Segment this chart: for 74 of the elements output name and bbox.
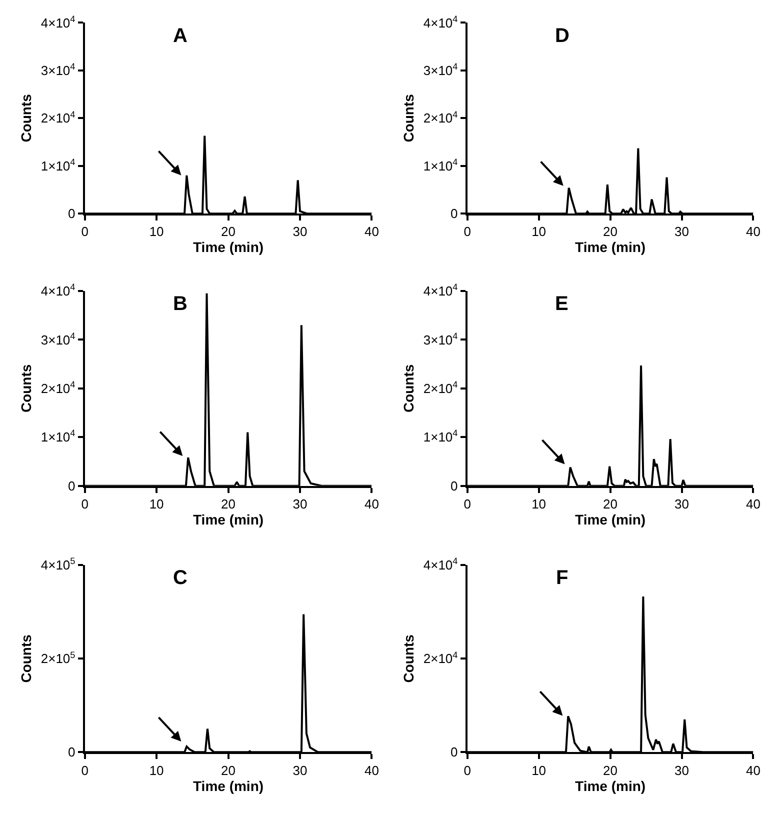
x-axis-title: Time (min)	[193, 511, 264, 528]
x-tick-label: 30	[292, 496, 308, 512]
y-tick-label: 1×10$^{4}$	[40, 428, 76, 445]
chart-title: F	[556, 567, 568, 589]
x-tick-label: 20	[603, 496, 618, 512]
x-tick-label: 20	[221, 762, 236, 778]
y-tick-label: 0	[68, 206, 76, 222]
y-tick-label: 4×10$^{4}$	[423, 556, 458, 573]
y-tick-label: 1×10$^{4}$	[40, 157, 76, 174]
x-tick-label: 0	[464, 224, 471, 240]
y-axis-title: Counts	[18, 364, 34, 413]
x-tick-label: 10	[149, 224, 164, 240]
y-axis-title: Counts	[400, 364, 416, 413]
x-tick-label: 0	[81, 496, 88, 512]
chart-title: B	[173, 293, 188, 315]
y-axis-title: Counts	[18, 634, 34, 683]
y-tick-label: 3×10$^{4}$	[40, 330, 76, 348]
x-tick-label: 30	[674, 224, 689, 240]
y-tick-label: 2×10$^{4}$	[423, 650, 458, 666]
x-tick-label: 10	[149, 496, 164, 512]
y-tick-label: 0	[68, 478, 76, 494]
y-tick-label: 0	[450, 744, 458, 760]
x-tick-label: 10	[532, 496, 546, 512]
y-tick-label: 4×10$^{4}$	[423, 14, 458, 30]
x-tick-label: 40	[746, 496, 760, 512]
chart-title: C	[173, 567, 188, 589]
x-tick-label: 10	[149, 762, 164, 778]
x-tick-label: 40	[364, 224, 379, 240]
y-tick-label: 0	[68, 744, 76, 760]
y-axis-title: Counts	[18, 94, 34, 142]
x-tick-label: 40	[364, 762, 379, 778]
x-tick-label: 40	[746, 762, 760, 778]
y-tick-label: 1×10$^{4}$	[423, 157, 458, 174]
x-tick-label: 20	[221, 496, 236, 512]
x-tick-label: 0	[464, 496, 471, 512]
chart-title: D	[555, 25, 570, 47]
x-tick-label: 30	[674, 496, 689, 512]
y-axis-title: Counts	[400, 634, 416, 683]
y-tick-label: 0	[450, 206, 458, 222]
y-tick-label: 3×10$^{4}$	[423, 330, 458, 348]
x-tick-label: 20	[221, 224, 236, 240]
x-axis-title: Time (min)	[575, 239, 646, 256]
x-tick-label: 30	[292, 224, 308, 240]
y-tick-label: 4×10$^{5}$	[40, 556, 76, 573]
chart-title: E	[555, 293, 568, 315]
x-axis-title: Time (min)	[193, 239, 264, 256]
x-axis-title: Time (min)	[193, 778, 264, 794]
chart-title: A	[173, 25, 188, 47]
y-tick-label: 1×10$^{4}$	[423, 428, 458, 445]
x-tick-label: 30	[674, 762, 689, 778]
y-tick-label: 3×10$^{4}$	[423, 62, 458, 78]
x-tick-label: 20	[603, 224, 618, 240]
x-tick-label: 10	[532, 224, 546, 240]
y-tick-label: 4×10$^{4}$	[40, 282, 76, 299]
y-tick-label: 2×10$^{4}$	[423, 109, 458, 126]
x-tick-label: 0	[464, 762, 471, 778]
y-tick-label: 2×10$^{5}$	[40, 650, 76, 666]
x-tick-label: 30	[292, 762, 308, 778]
x-axis-title: Time (min)	[575, 511, 646, 528]
x-tick-label: 20	[603, 762, 618, 778]
y-tick-label: 2×10$^{4}$	[40, 109, 76, 126]
y-tick-label: 4×10$^{4}$	[423, 282, 458, 299]
x-tick-label: 0	[81, 224, 88, 240]
x-tick-label: 40	[746, 224, 760, 240]
x-tick-label: 0	[81, 762, 88, 778]
x-axis-title: Time (min)	[575, 778, 646, 794]
y-tick-label: 2×10$^{4}$	[423, 380, 458, 396]
y-tick-label: 0	[450, 478, 458, 494]
x-tick-label: 40	[364, 496, 379, 512]
x-tick-label: 10	[532, 762, 546, 778]
y-tick-label: 2×10$^{4}$	[40, 380, 76, 396]
y-tick-label: 3×10$^{4}$	[40, 62, 76, 78]
y-axis-title: Counts	[400, 94, 416, 142]
y-tick-label: 4×10$^{4}$	[40, 14, 76, 30]
